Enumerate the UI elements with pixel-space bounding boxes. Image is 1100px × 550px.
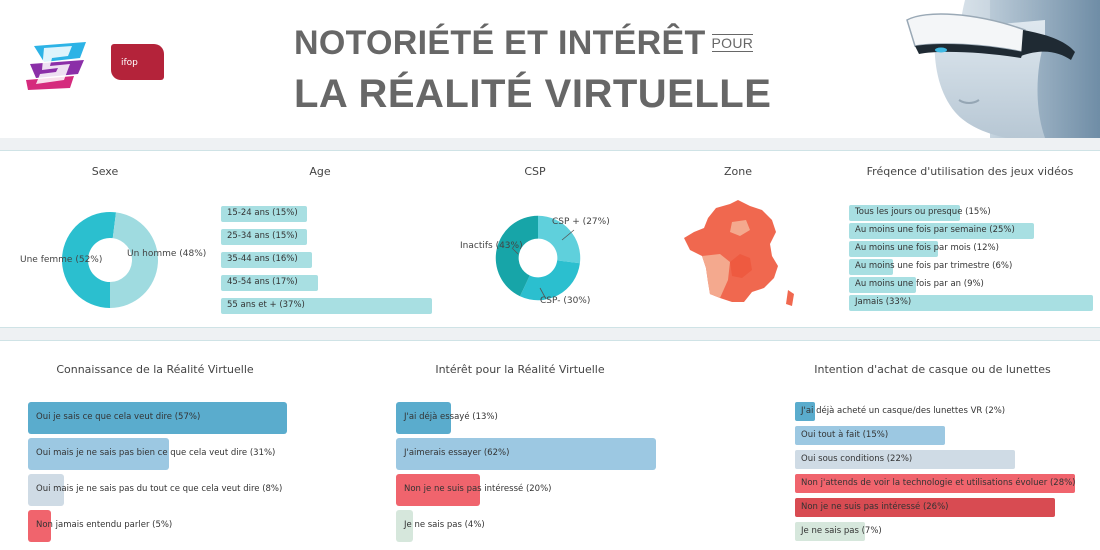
- intention-label-3: Non j'attends de voir la technologie et …: [801, 478, 1076, 488]
- interet-label-2: Non je ne suis pas intéressé (20%): [404, 484, 552, 494]
- age-bar-3: [221, 275, 318, 291]
- frequence-label-3: Au moins une fois par trimestre (6%): [855, 261, 1013, 271]
- frequence-label-5: Jamais (33%): [855, 297, 912, 307]
- age-bar-4: [221, 298, 432, 314]
- sexe-slice-0: [62, 212, 117, 308]
- csp-slice-2: [495, 215, 538, 297]
- page-title: NOTORIÉTÉ ET INTÉRÊT POUR LA RÉALITÉ VIRT…: [294, 22, 794, 118]
- intention-label-0: J'ai déjà acheté un casque/des lunettes …: [801, 406, 1006, 416]
- connaissance-label-1: Oui mais je ne sais pas bien ce que cela…: [36, 448, 276, 458]
- header: ifop NOTORIÉTÉ ET INTÉRÊT POUR LA RÉALITÉ…: [0, 0, 1100, 138]
- frequence-bar-4: [849, 277, 916, 293]
- age-bar-2: [221, 252, 313, 268]
- separator-line: [0, 327, 1100, 328]
- interet-bar-2: [396, 474, 480, 506]
- age-label-4: 55 ans et + (37%): [227, 300, 305, 310]
- title-line2: LA RÉALITÉ VIRTUELLE: [294, 72, 772, 116]
- csp-slice-0: [538, 215, 581, 264]
- sofres-logo: [26, 42, 86, 90]
- csp-leader-lines: [511, 229, 575, 300]
- frequence-bar-5: [849, 295, 1094, 311]
- intention-label-4: Non je ne suis pas intéressé (26%): [801, 502, 949, 512]
- age-bar-1: [221, 229, 307, 245]
- map-corsica: [786, 290, 794, 306]
- age-title: Age: [309, 165, 331, 178]
- csp-label-plus: CSP + (27%): [552, 217, 610, 227]
- intention-bar-5: [795, 522, 865, 541]
- connaissance-bar-3: [28, 510, 51, 542]
- map-region-southwest: [702, 254, 730, 298]
- title-pour: POUR: [711, 34, 754, 52]
- interet-label-1: J'aimerais essayer (62%): [404, 448, 510, 458]
- frequence-label-2: Au moins une fois par mois (12%): [855, 243, 999, 253]
- csp-title: CSP: [524, 165, 546, 178]
- interet-label-3: Je ne sais pas (4%): [404, 520, 485, 530]
- intention-bar-3: [795, 474, 1075, 493]
- france-map: [684, 200, 794, 306]
- intention-label-1: Oui tout à fait (15%): [801, 430, 889, 440]
- separator-line: [0, 150, 1100, 151]
- intention-bar-2: [795, 450, 1015, 469]
- connaissance-label-0: Oui je sais ce que cela veut dire (57%): [36, 412, 201, 422]
- frequence-bar-3: [849, 259, 894, 275]
- separator-line: [0, 340, 1100, 341]
- map-region-center: [730, 254, 752, 278]
- intention-bar-1: [795, 426, 945, 445]
- zone-title: Zone: [723, 165, 752, 178]
- frequence-bar-2: [849, 241, 938, 257]
- connaissance-label-2: Oui mais je ne sais pas du tout ce que c…: [36, 484, 283, 494]
- frequence-bar-1: [849, 223, 1034, 239]
- interet-bar-1: [396, 438, 657, 470]
- ifop-logo-text: ifop: [121, 58, 138, 68]
- age-label-0: 15-24 ans (15%): [227, 208, 298, 218]
- intention-title: Intention d'achat de casque ou de lunett…: [814, 363, 1051, 376]
- title-line1: NOTORIÉTÉ ET INTÉRÊT: [294, 24, 706, 62]
- connaissance-label-3: Non jamais entendu parler (5%): [36, 520, 173, 530]
- frequence-bar-0: [849, 205, 960, 221]
- age-label-2: 35-44 ans (16%): [227, 254, 298, 264]
- csp-slice-1: [520, 260, 580, 301]
- frequence-title: Fréqence d'utilisation des jeux vidéos: [866, 165, 1074, 178]
- sexe-slice-1: [110, 212, 159, 308]
- age-bar-0: [221, 206, 307, 222]
- frequence-label-0: Tous les jours ou presque (15%): [855, 207, 991, 217]
- vr-headset-illustration: [906, 0, 1100, 138]
- interet-bar-0: [396, 402, 451, 434]
- csp-donut-chart: [495, 215, 581, 301]
- intention-bar-0: [795, 402, 815, 421]
- frequence-label-1: Au moins une fois par semaine (25%): [855, 225, 1015, 235]
- sexe-title: Sexe: [91, 165, 119, 178]
- interet-label-0: J'ai déjà essayé (13%): [404, 412, 498, 422]
- intention-bar-4: [795, 498, 1055, 517]
- map-region-paris: [730, 220, 750, 236]
- csp-label-moins: CSP- (30%): [540, 296, 591, 306]
- map-mainland: [684, 200, 778, 302]
- sexe-label-femme: Une femme (52%): [20, 255, 103, 265]
- sexe-label-homme: Un homme (48%): [127, 249, 207, 259]
- sexe-donut-chart: [62, 212, 159, 308]
- frequence-label-4: Au moins une fois par an (9%): [855, 279, 984, 289]
- intention-label-2: Oui sous conditions (22%): [801, 454, 913, 464]
- separator-band-top: [0, 138, 1100, 150]
- connaissance-title: Connaissance de la Réalité Virtuelle: [56, 363, 254, 376]
- connaissance-bar-0: [28, 402, 288, 434]
- connaissance-bar-1: [28, 438, 170, 470]
- age-label-1: 25-34 ans (15%): [227, 231, 298, 241]
- separator-band-middle: [0, 328, 1100, 340]
- connaissance-bar-2: [28, 474, 65, 506]
- interet-title: Intérêt pour la Réalité Virtuelle: [435, 363, 605, 376]
- age-label-3: 45-54 ans (17%): [227, 277, 298, 287]
- intention-label-5: Je ne sais pas (7%): [801, 526, 882, 536]
- interet-bar-3: [396, 510, 413, 542]
- csp-label-inactifs: Inactifs (43%): [460, 241, 523, 251]
- ifop-logo: ifop: [111, 44, 164, 80]
